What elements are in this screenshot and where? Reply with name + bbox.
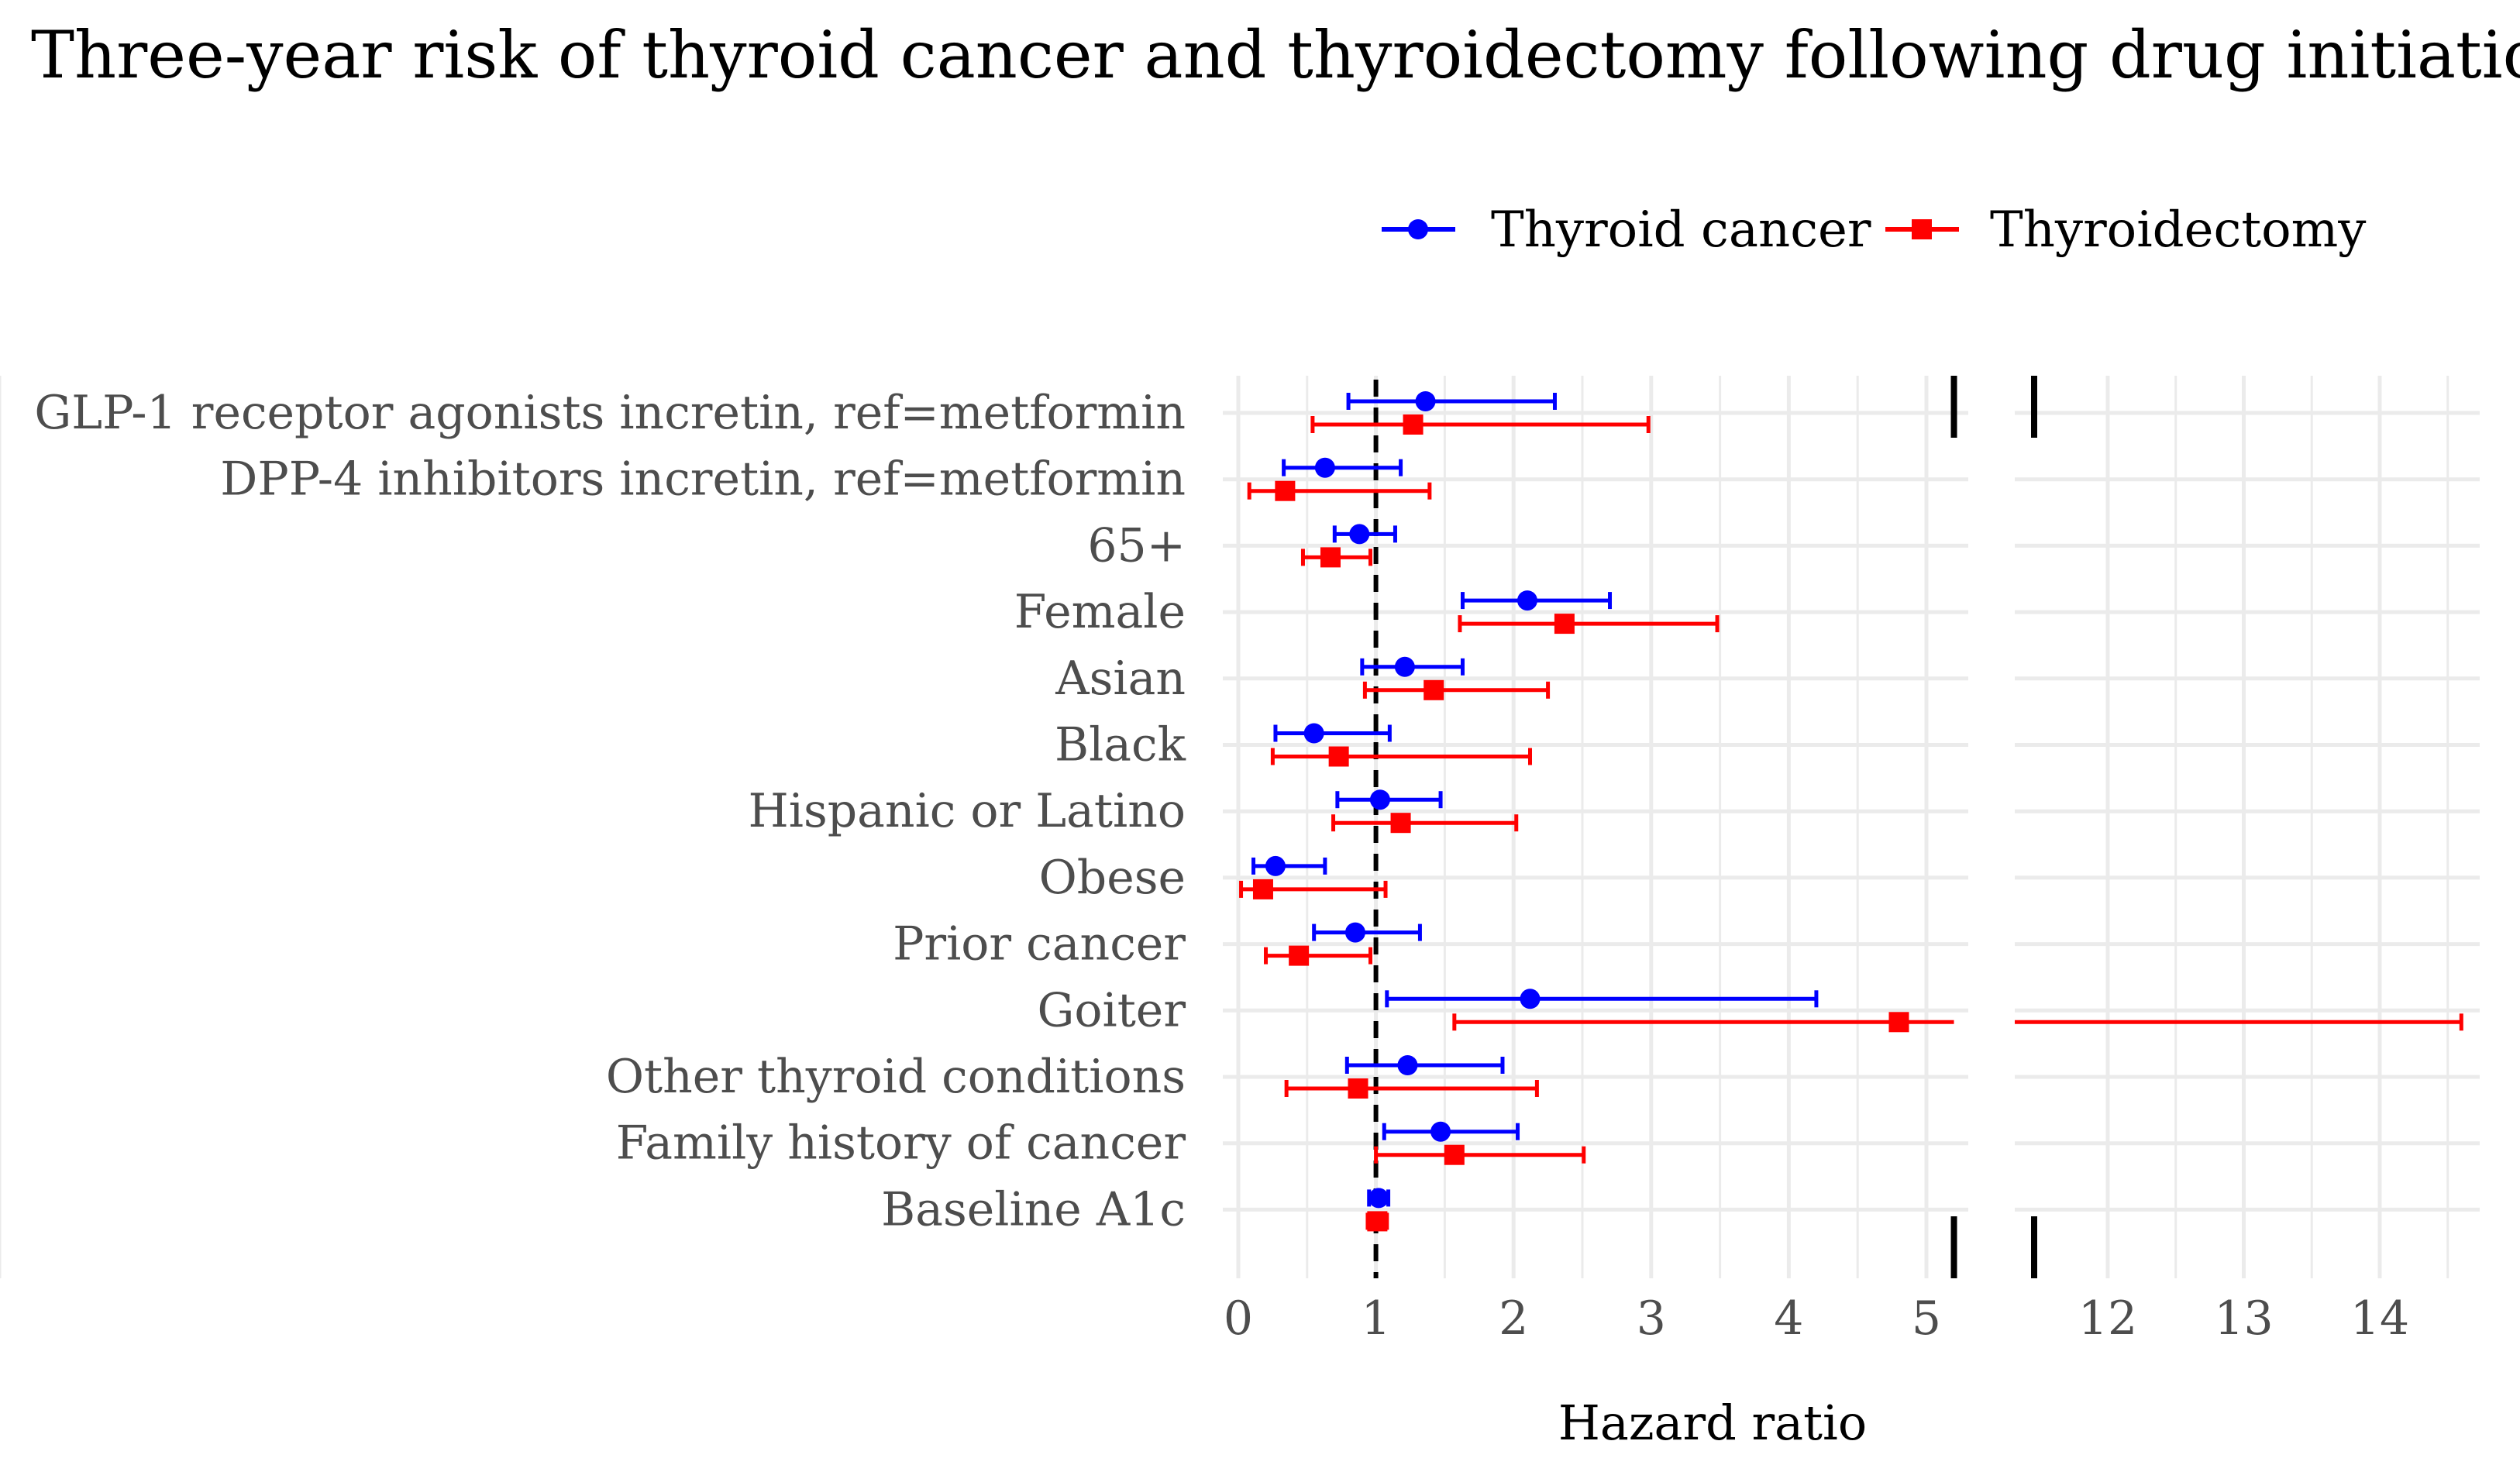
category-label: Hispanic or Latino	[748, 784, 1186, 838]
point-estimate-square	[1554, 614, 1575, 634]
point-estimate-circle	[1303, 723, 1324, 744]
x-tick-label: 2	[1499, 1291, 1528, 1346]
point-estimate-square	[1348, 1078, 1368, 1099]
legend-key-circle	[1408, 219, 1428, 239]
point-estimate-square	[1424, 679, 1444, 700]
legend: Thyroid cancer Thyroidectomy	[1382, 201, 2366, 259]
axis-break-layer	[1950, 376, 2037, 1278]
point-estimate-circle	[1344, 922, 1365, 943]
point-estimate-circle	[1520, 989, 1541, 1009]
category-label: Family history of cancer	[616, 1116, 1186, 1171]
category-label: Baseline A1c	[881, 1182, 1186, 1236]
label-layer: GLP-1 receptor agonists incretin, ref=me…	[34, 386, 2409, 1451]
point-estimate-circle	[1265, 855, 1286, 876]
point-estimate-square	[1275, 480, 1296, 501]
point-estimate-square	[1328, 746, 1349, 767]
category-label: 65+	[1087, 518, 1186, 573]
category-label: Other thyroid conditions	[606, 1050, 1186, 1104]
grid-layer	[0, 376, 2480, 1278]
point-estimate-square	[1252, 879, 1273, 899]
point-estimate-square	[1289, 945, 1310, 966]
category-label: Black	[1055, 718, 1186, 772]
x-tick-label: 0	[1224, 1291, 1253, 1346]
legend-key-square	[1912, 219, 1932, 239]
x-tick-label: 3	[1637, 1291, 1666, 1346]
point-estimate-circle	[1397, 1055, 1418, 1075]
point-estimate-circle	[1516, 590, 1537, 611]
point-estimate-circle	[1349, 524, 1370, 545]
point-estimate-square	[1403, 414, 1424, 435]
point-estimate-square	[1888, 1012, 1909, 1033]
category-label: Female	[1014, 585, 1186, 639]
legend-label: Thyroid cancer	[1491, 201, 1871, 259]
x-tick-label: 14	[2350, 1291, 2409, 1346]
x-axis-label: Hazard ratio	[1558, 1395, 1867, 1451]
x-tick-label: 12	[2078, 1291, 2137, 1346]
chart-title: Three-year risk of thyroid cancer and th…	[31, 17, 2520, 93]
point-estimate-square	[1367, 1211, 1388, 1232]
data-layer	[1239, 391, 2463, 1232]
x-tick-label: 1	[1362, 1291, 1391, 1346]
point-estimate-circle	[1430, 1121, 1451, 1142]
category-label: DPP-4 inhibitors incretin, ref=metformin	[220, 452, 1186, 507]
category-label: Asian	[1055, 652, 1186, 706]
point-estimate-square	[1320, 547, 1341, 568]
category-label: Prior cancer	[893, 917, 1186, 972]
point-estimate-square	[1390, 813, 1411, 834]
point-estimate-circle	[1415, 391, 1436, 411]
legend-label: Thyroidectomy	[1990, 201, 2366, 259]
point-estimate-circle	[1394, 656, 1415, 677]
point-estimate-circle	[1369, 789, 1390, 810]
x-tick-label: 5	[1912, 1291, 1941, 1346]
category-label: Obese	[1039, 851, 1186, 905]
category-label: Goiter	[1037, 983, 1186, 1037]
point-estimate-square	[1444, 1144, 1465, 1165]
x-tick-label: 4	[1774, 1291, 1803, 1346]
category-label: GLP-1 receptor agonists incretin, ref=me…	[34, 386, 1186, 440]
point-estimate-circle	[1368, 1188, 1389, 1209]
x-tick-label: 13	[2214, 1291, 2273, 1346]
point-estimate-circle	[1314, 457, 1335, 478]
